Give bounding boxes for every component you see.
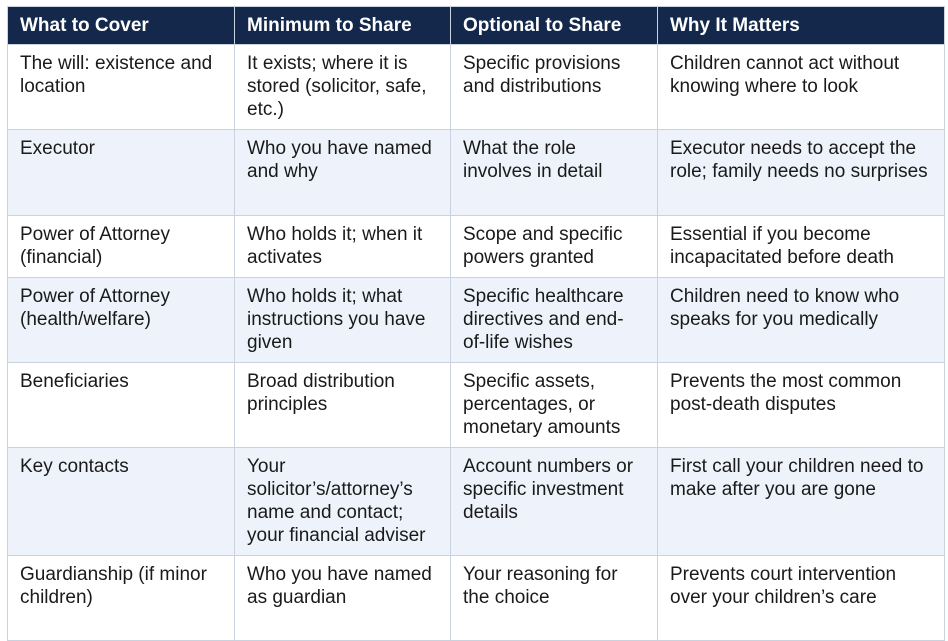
header-cell: Optional to Share (450, 6, 658, 45)
table-row: The will: existence and location It exist… (7, 44, 945, 130)
table-cell: Account numbers or specific investment d… (450, 447, 658, 556)
table-cell: Power of Attorney (financial) (7, 215, 235, 278)
header-cell: What to Cover (7, 6, 235, 45)
table-cell: Specific provisions and distributions (450, 44, 658, 130)
table-cell: Who you have named as guardian (234, 555, 451, 641)
table-cell: Children need to know who speaks for you… (657, 277, 945, 363)
table-cell: Your solicitor’s/attorney’s name and con… (234, 447, 451, 556)
table-cell: Who holds it; when it activates (234, 215, 451, 278)
header-cell: Minimum to Share (234, 6, 451, 45)
table-cell: Scope and specific powers granted (450, 215, 658, 278)
table-row: Power of Attorney (health/welfare) Who ho… (7, 277, 945, 363)
table-row: Key contacts Your solicitor’s/attorney’s … (7, 447, 945, 556)
table-cell: Specific assets, percentages, or monetar… (450, 362, 658, 448)
table-cell: Executor needs to accept the role; famil… (657, 129, 945, 216)
table-cell: Executor (7, 129, 235, 216)
table-cell: What the role involves in detail (450, 129, 658, 216)
table-cell: Prevents the most common post-death disp… (657, 362, 945, 448)
table-cell: Guardianship (if minor children) (7, 555, 235, 641)
table-cell: First call your children need to make af… (657, 447, 945, 556)
table-cell: Key contacts (7, 447, 235, 556)
table-row: Power of Attorney (financial) Who holds i… (7, 215, 945, 278)
table-cell: Prevents court intervention over your ch… (657, 555, 945, 641)
table-row: Beneficiaries Broad distribution principl… (7, 362, 945, 448)
table-cell: The will: existence and location (7, 44, 235, 130)
header-cell: Why It Matters (657, 6, 945, 45)
table-body: The will: existence and location It exist… (7, 44, 945, 641)
info-table: What to Cover Minimum to Share Optional to… (7, 6, 945, 641)
table-cell: Who you have named and why (234, 129, 451, 216)
table-cell: Beneficiaries (7, 362, 235, 448)
page: What to Cover Minimum to Share Optional to… (7, 6, 945, 641)
header-row: What to Cover Minimum to Share Optional to… (7, 6, 945, 45)
table-row: Guardianship (if minor children) Who you … (7, 555, 945, 641)
table-cell: Specific healthcare directives and end-o… (450, 277, 658, 363)
table-row: Executor Who you have named and why What t… (7, 129, 945, 216)
table-cell: Essential if you become incapacitated be… (657, 215, 945, 278)
table-cell: It exists; where it is stored (solicitor… (234, 44, 451, 130)
table-cell: Children cannot act without knowing wher… (657, 44, 945, 130)
table-cell: Who holds it; what instructions you have… (234, 277, 451, 363)
table-cell: Your reasoning for the choice (450, 555, 658, 641)
table-cell: Broad distribution principles (234, 362, 451, 448)
table-cell: Power of Attorney (health/welfare) (7, 277, 235, 363)
